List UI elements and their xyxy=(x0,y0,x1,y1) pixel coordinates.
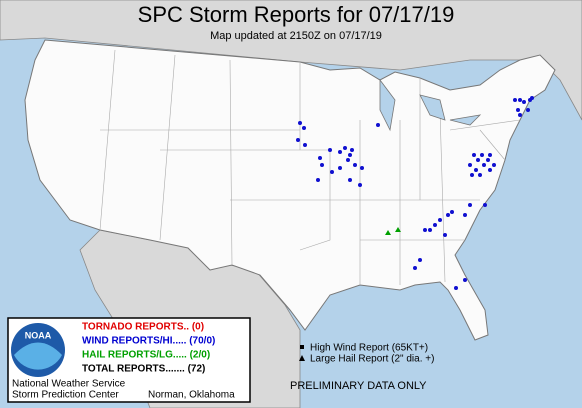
wind-report xyxy=(343,146,347,150)
wind-report xyxy=(450,210,454,214)
key-text: Large Hail Report (2" dia. +) xyxy=(310,354,434,365)
wind-report xyxy=(348,178,352,182)
legend-item: HAIL REPORTS/LG..... (2/0) xyxy=(82,350,210,361)
wind-report xyxy=(353,163,357,167)
great-lakes xyxy=(379,78,482,132)
wind-report xyxy=(454,286,458,290)
wind-report xyxy=(358,183,362,187)
wind-report xyxy=(530,96,534,100)
wind-report xyxy=(518,98,522,102)
wind-report xyxy=(513,98,517,102)
key-triangle xyxy=(299,355,305,361)
legend-item: TOTAL REPORTS....... (72) xyxy=(82,364,205,375)
wind-report xyxy=(478,173,482,177)
wind-report xyxy=(330,170,334,174)
wind-report xyxy=(296,138,300,142)
wind-report xyxy=(443,233,447,237)
wind-report xyxy=(360,166,364,170)
wind-report xyxy=(492,163,496,167)
key-square xyxy=(300,345,304,349)
footer-line: National Weather Service xyxy=(12,379,126,390)
wind-report xyxy=(316,178,320,182)
legend-item: TORNADO REPORTS.. (0) xyxy=(82,322,204,333)
wind-report xyxy=(474,168,478,172)
wind-report xyxy=(318,156,322,160)
wind-report xyxy=(463,278,467,282)
wind-report xyxy=(346,158,350,162)
title: SPC Storm Reports for 07/17/19 xyxy=(138,2,455,27)
wind-report xyxy=(518,113,522,117)
wind-report xyxy=(348,153,352,157)
wind-report xyxy=(470,173,474,177)
wind-report xyxy=(522,100,526,104)
wind-report xyxy=(488,153,492,157)
canada xyxy=(0,0,582,121)
hail-report xyxy=(385,230,391,235)
wind-report xyxy=(526,108,530,112)
reports xyxy=(296,96,534,290)
wind-report xyxy=(423,228,427,232)
legend-item: WIND REPORTS/HI..... (70/0) xyxy=(82,336,215,347)
usa xyxy=(24,39,556,341)
wind-report xyxy=(483,203,487,207)
wind-report xyxy=(468,203,472,207)
notice: PRELIMINARY DATA ONLY xyxy=(290,380,427,392)
wind-report xyxy=(476,158,480,162)
wind-report xyxy=(516,108,520,112)
wind-report xyxy=(350,148,354,152)
wind-report xyxy=(328,148,332,152)
wind-report xyxy=(446,213,450,217)
wind-report xyxy=(468,163,472,167)
wind-report xyxy=(433,223,437,227)
footer-line: Storm Prediction Center xyxy=(12,390,119,401)
hail-report xyxy=(395,227,401,232)
wind-report xyxy=(303,143,307,147)
legend-items: TORNADO REPORTS.. (0) WIND REPORTS/HI....… xyxy=(82,322,215,375)
key-text: High Wind Report (65KT+) xyxy=(310,343,428,354)
wind-report xyxy=(413,266,417,270)
wind-report xyxy=(480,153,484,157)
wind-report xyxy=(488,168,492,172)
wind-report xyxy=(338,166,342,170)
noaa-text: NOAA xyxy=(25,330,52,340)
noaa-wave xyxy=(14,342,62,370)
wind-report xyxy=(298,121,302,125)
wind-report xyxy=(376,123,380,127)
wind-report xyxy=(428,228,432,232)
wind-report xyxy=(338,150,342,154)
footer-location: Norman, Oklahoma xyxy=(148,390,235,401)
wind-report xyxy=(486,158,490,162)
subtitle: Map updated at 2150Z on 07/17/19 xyxy=(210,30,382,42)
wind-report xyxy=(320,163,324,167)
wind-report xyxy=(463,213,467,217)
wind-report xyxy=(418,258,422,262)
wind-report xyxy=(482,163,486,167)
wind-report xyxy=(472,153,476,157)
wind-report xyxy=(302,126,306,130)
wind-report xyxy=(438,218,442,222)
